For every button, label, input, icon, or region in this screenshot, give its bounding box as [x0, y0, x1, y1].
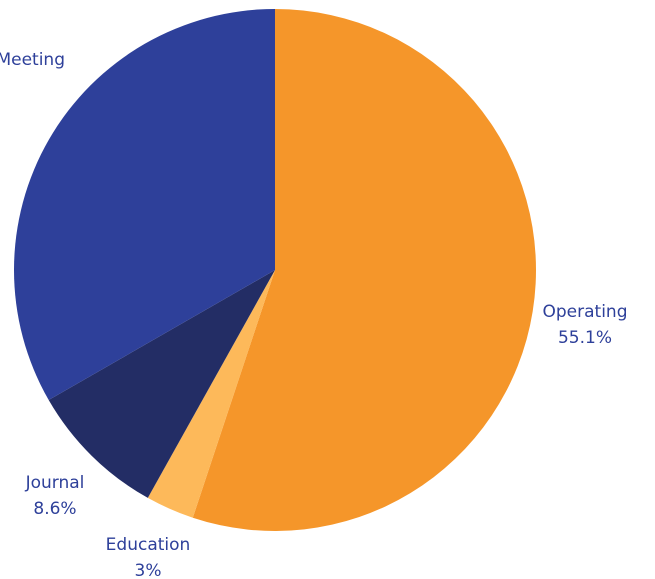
slice-value: 8.6% — [33, 499, 76, 519]
pie-slice — [48, 270, 275, 498]
slice-label: Meeting — [0, 50, 65, 70]
slice-label: Operating — [543, 302, 628, 322]
pie-slice — [192, 9, 536, 531]
slice-value: 55.1% — [558, 328, 612, 348]
slice-label: Education — [106, 535, 191, 555]
slice-label: Journal — [25, 473, 85, 493]
slice-value: 3% — [135, 561, 162, 579]
pie-slice — [13, 9, 275, 401]
pie-slice — [147, 270, 275, 518]
